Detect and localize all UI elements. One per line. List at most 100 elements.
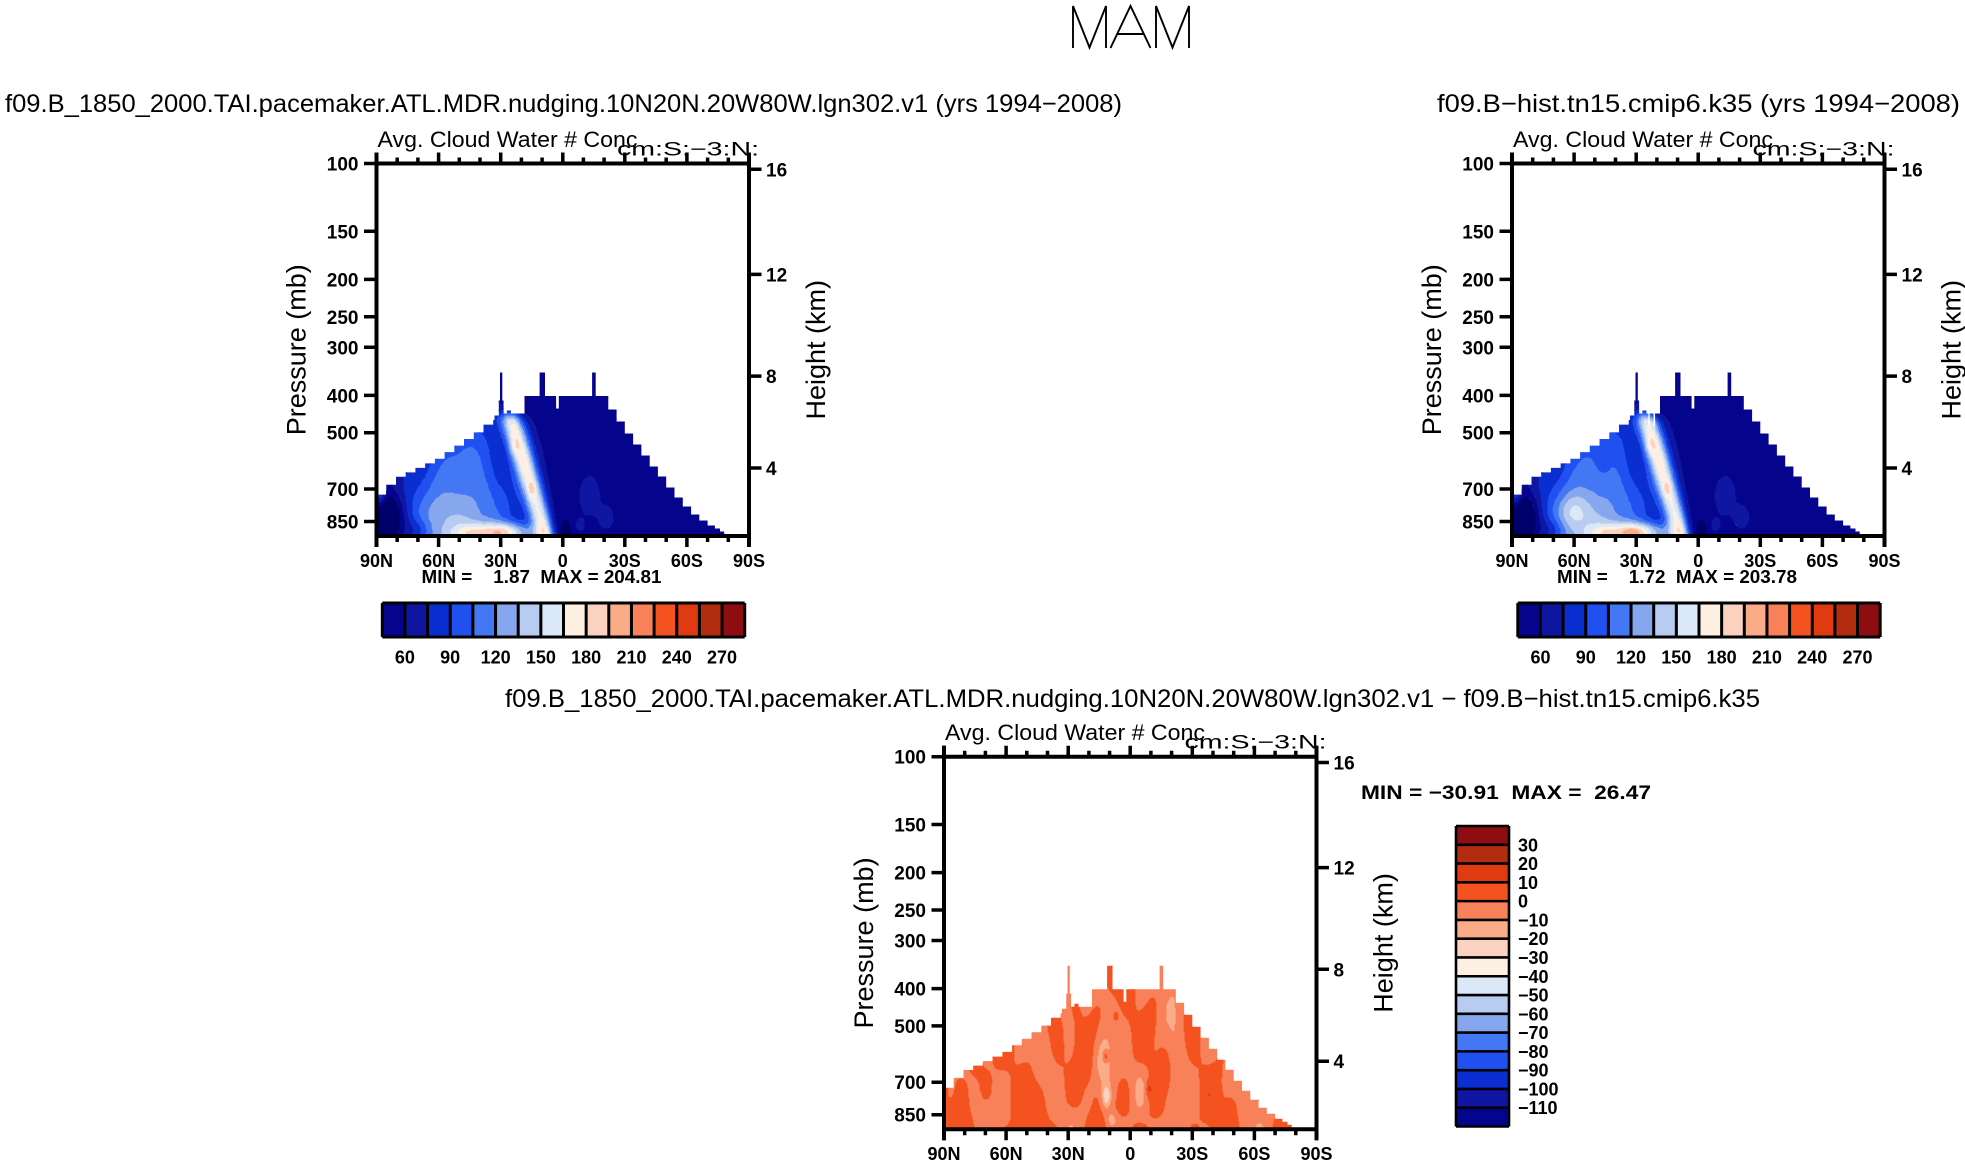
svg-text:240: 240: [1797, 648, 1827, 668]
svg-text:150: 150: [1462, 222, 1494, 243]
svg-text:0: 0: [1518, 892, 1528, 912]
svg-text:500: 500: [1462, 424, 1494, 445]
svg-text:270: 270: [1842, 648, 1872, 668]
svg-text:700: 700: [327, 480, 359, 501]
svg-text:Avg. Cloud Water # Conc: Avg. Cloud Water # Conc: [378, 127, 638, 152]
svg-text:30S: 30S: [1744, 551, 1776, 571]
svg-text:150: 150: [526, 648, 556, 668]
svg-text:Avg. Cloud Water # Conc: Avg. Cloud Water # Conc: [945, 720, 1205, 745]
svg-text:500: 500: [894, 1017, 926, 1038]
svg-text:−40: −40: [1518, 967, 1549, 987]
svg-text:−70: −70: [1518, 1023, 1549, 1043]
svg-text:60S: 60S: [1806, 551, 1838, 571]
svg-text:Height (km): Height (km): [1937, 280, 1965, 420]
svg-text:90: 90: [440, 648, 460, 668]
svg-text:400: 400: [1462, 386, 1494, 407]
svg-text:−50: −50: [1518, 986, 1549, 1006]
svg-text:8: 8: [1902, 367, 1913, 388]
svg-text:200: 200: [327, 270, 359, 291]
svg-text:60S: 60S: [1238, 1144, 1270, 1164]
svg-text:16: 16: [766, 160, 787, 181]
svg-text:cm:S:−3:N:: cm:S:−3:N:: [1753, 140, 1895, 161]
svg-text:30S: 30S: [1176, 1144, 1208, 1164]
svg-text:250: 250: [894, 901, 926, 922]
svg-text:100: 100: [894, 748, 926, 769]
svg-text:MIN = 1.87 MAX = 204.81: MIN = 1.87 MAX = 204.81: [422, 567, 662, 587]
svg-text:90S: 90S: [1300, 1144, 1332, 1164]
svg-text:700: 700: [894, 1073, 926, 1094]
svg-text:200: 200: [894, 864, 926, 885]
svg-text:16: 16: [1334, 754, 1355, 775]
svg-text:90S: 90S: [1868, 551, 1900, 571]
svg-text:20: 20: [1518, 854, 1538, 874]
svg-text:Height (km): Height (km): [1369, 873, 1399, 1013]
svg-text:30N: 30N: [484, 551, 517, 571]
svg-text:−110: −110: [1518, 1098, 1558, 1118]
svg-text:300: 300: [1462, 338, 1494, 359]
svg-text:f09.B−hist.tn15.cmip6.k35 (yr: f09.B−hist.tn15.cmip6.k35 (yrs 1994−2008…: [1437, 90, 1960, 118]
svg-text:cm:S:−3:N:: cm:S:−3:N:: [617, 140, 759, 161]
svg-text:60N: 60N: [990, 1144, 1023, 1164]
svg-text:−90: −90: [1518, 1061, 1549, 1081]
svg-text:12: 12: [1334, 859, 1355, 880]
svg-text:4: 4: [766, 459, 777, 480]
svg-text:f09.B_1850_2000.TAI.pacemaker.: f09.B_1850_2000.TAI.pacemaker.ATL.MDR.nu…: [5, 90, 1122, 118]
svg-text:150: 150: [1661, 648, 1691, 668]
svg-text:4: 4: [1902, 459, 1913, 480]
svg-text:850: 850: [327, 513, 359, 534]
svg-text:150: 150: [894, 816, 926, 837]
svg-text:60S: 60S: [671, 551, 703, 571]
svg-text:150: 150: [327, 222, 359, 243]
svg-text:120: 120: [481, 648, 511, 668]
svg-text:60N: 60N: [1558, 551, 1591, 571]
svg-text:90S: 90S: [733, 551, 765, 571]
svg-text:0: 0: [1125, 1144, 1135, 1164]
svg-text:Pressure (mb): Pressure (mb): [849, 857, 879, 1028]
svg-text:30S: 30S: [609, 551, 641, 571]
svg-text:90: 90: [1576, 648, 1596, 668]
svg-text:180: 180: [1707, 648, 1737, 668]
svg-text:0: 0: [558, 551, 568, 571]
svg-text:250: 250: [327, 308, 359, 329]
svg-text:180: 180: [571, 648, 601, 668]
svg-text:250: 250: [1462, 308, 1494, 329]
svg-text:240: 240: [662, 648, 692, 668]
svg-text:cm:S:−3:N:: cm:S:−3:N:: [1185, 733, 1327, 754]
svg-text:300: 300: [894, 932, 926, 953]
svg-text:850: 850: [1462, 513, 1494, 534]
svg-text:16: 16: [1902, 160, 1923, 181]
svg-text:210: 210: [616, 648, 646, 668]
svg-text:12: 12: [766, 265, 787, 286]
svg-text:300: 300: [327, 338, 359, 359]
svg-text:100: 100: [1462, 155, 1494, 176]
svg-text:30N: 30N: [1052, 1144, 1085, 1164]
svg-text:700: 700: [1462, 480, 1494, 501]
svg-text:400: 400: [894, 980, 926, 1001]
svg-text:200: 200: [1462, 270, 1494, 291]
svg-text:90N: 90N: [927, 1144, 960, 1164]
svg-text:Height (km): Height (km): [801, 280, 831, 420]
svg-text:Avg. Cloud Water # Conc: Avg. Cloud Water # Conc: [1513, 127, 1773, 152]
svg-text:f09.B_1850_2000.TAI.pacemaker.: f09.B_1850_2000.TAI.pacemaker.ATL.MDR.nu…: [505, 685, 1760, 713]
svg-text:500: 500: [327, 424, 359, 445]
svg-text:60N: 60N: [422, 551, 455, 571]
svg-text:120: 120: [1616, 648, 1646, 668]
svg-text:270: 270: [707, 648, 737, 668]
svg-text:30: 30: [1518, 835, 1538, 855]
svg-text:90N: 90N: [360, 551, 393, 571]
svg-text:10: 10: [1518, 873, 1538, 893]
svg-text:850: 850: [894, 1106, 926, 1127]
svg-text:4: 4: [1334, 1052, 1345, 1073]
svg-text:MIN = 1.72 MAX = 203.78: MIN = 1.72 MAX = 203.78: [1557, 567, 1797, 587]
svg-text:Pressure (mb): Pressure (mb): [282, 264, 312, 435]
svg-text:400: 400: [327, 386, 359, 407]
svg-text:30N: 30N: [1620, 551, 1653, 571]
svg-text:−20: −20: [1518, 929, 1549, 949]
svg-text:100: 100: [327, 155, 359, 176]
svg-text:60: 60: [395, 648, 415, 668]
svg-text:−10: −10: [1518, 910, 1549, 930]
svg-text:−80: −80: [1518, 1042, 1549, 1062]
svg-text:−60: −60: [1518, 1004, 1549, 1024]
svg-text:Pressure (mb): Pressure (mb): [1417, 264, 1447, 435]
svg-text:−30: −30: [1518, 948, 1549, 968]
